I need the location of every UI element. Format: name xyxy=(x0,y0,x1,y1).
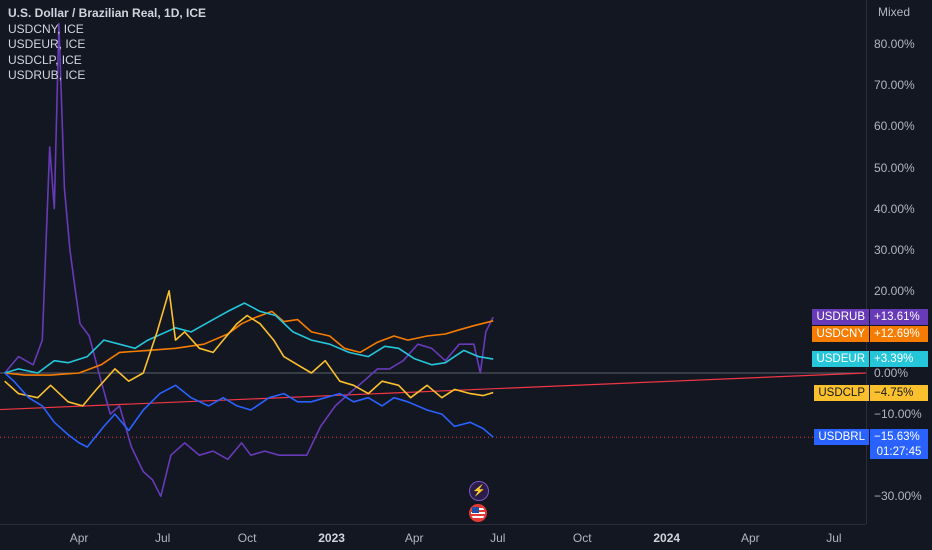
x-tick-label: Oct xyxy=(572,531,592,545)
value-tag-change: +13.61% xyxy=(869,309,928,326)
value-tag-symbol: USDEUR xyxy=(812,351,869,368)
compare-symbol-eur[interactable]: USDEUR, ICE xyxy=(8,37,86,51)
y-tick-label: 40.00% xyxy=(874,201,915,216)
series-line-usdrub[interactable] xyxy=(4,22,494,498)
value-tag-change: −15.63% xyxy=(869,429,928,446)
x-tick-label: Oct xyxy=(237,531,257,545)
value-tag-change: −4.75% xyxy=(869,384,928,401)
y-tick-label: 80.00% xyxy=(874,37,915,52)
scale-mode-label[interactable]: Mixed xyxy=(877,5,910,19)
value-tag-change: +3.39% xyxy=(869,351,928,368)
lightning-icon[interactable]: ⚡ xyxy=(469,481,489,501)
value-tag-usdcny: USDCNY +12.69% xyxy=(812,326,928,343)
series-line-usdbrl[interactable] xyxy=(4,372,494,448)
us-flag-icon[interactable] xyxy=(469,504,487,522)
x-tick-label: Jul xyxy=(154,531,171,545)
y-tick-label: 70.00% xyxy=(874,78,915,93)
main-symbol-label[interactable]: U.S. Dollar / Brazilian Real, 1D, ICE xyxy=(8,6,207,20)
trend-line[interactable] xyxy=(0,372,866,411)
y-tick-label: 0.00% xyxy=(874,366,909,380)
x-tick-label: Jul xyxy=(826,531,842,545)
series-line-usdclp[interactable] xyxy=(4,289,494,407)
value-tag-change: +12.69% xyxy=(869,326,928,343)
price-chart[interactable] xyxy=(0,0,866,524)
y-tick-label: 30.00% xyxy=(874,242,915,257)
y-tick-label: −10.00% xyxy=(874,407,922,422)
value-tag-symbol: USDBRL xyxy=(814,429,869,446)
x-tick-label: Apr xyxy=(69,531,89,545)
value-tag-symbol: USDCLP xyxy=(814,384,869,401)
compare-symbol-cny[interactable]: USDCNY, ICE xyxy=(8,21,84,36)
y-tick-label: −30.00% xyxy=(874,489,922,504)
value-tag-symbol: USDRUB xyxy=(812,309,869,326)
x-tick-label: 2024 xyxy=(653,531,681,545)
x-tick-label: Apr xyxy=(404,531,424,545)
bar-countdown: 01:27:45 xyxy=(870,445,928,460)
x-tick-label: Apr xyxy=(740,531,760,545)
series-line-usdeur[interactable] xyxy=(4,302,494,374)
x-tick-label: 2023 xyxy=(318,531,345,545)
time-axis-divider xyxy=(0,524,866,525)
value-tag-symbol: USDCNY xyxy=(812,326,869,343)
price-axis-divider xyxy=(866,0,867,524)
value-tag-usdrub: USDRUB +13.61% xyxy=(812,309,928,326)
compare-symbol-rub[interactable]: USDRUB, ICE xyxy=(8,68,86,82)
value-tag-usdclp: USDCLP −4.75% xyxy=(814,384,928,401)
chart-legend[interactable]: U.S. Dollar / Brazilian Real, 1D, ICE US… xyxy=(8,6,206,84)
series-line-usdcny[interactable] xyxy=(4,310,494,376)
y-tick-label: 60.00% xyxy=(874,119,915,134)
compare-symbol-clp[interactable]: USDCLP, ICE xyxy=(8,52,82,67)
y-tick-label: 50.00% xyxy=(874,160,915,175)
value-tag-usdeur: USDEUR +3.39% xyxy=(812,351,928,368)
value-tag-usdbrl: USDBRL −15.63% xyxy=(814,429,928,446)
y-tick-label: 20.00% xyxy=(874,283,915,298)
x-tick-label: Jul xyxy=(490,531,506,545)
